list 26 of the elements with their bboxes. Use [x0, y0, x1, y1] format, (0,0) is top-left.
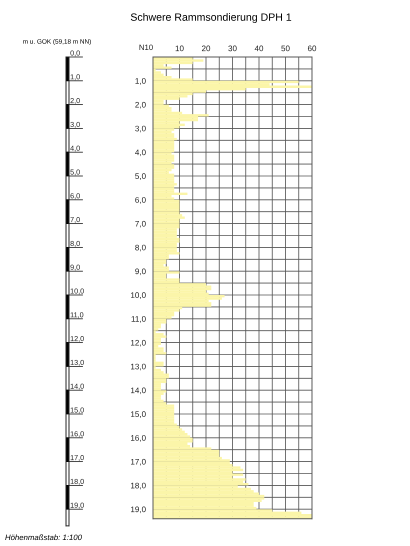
- y-tick-label: 7,0: [135, 220, 146, 228]
- y-tick-label: 16,0: [130, 435, 146, 442]
- x-tick-label: 30: [228, 46, 237, 52]
- y-tick-label: 17,0: [130, 458, 146, 466]
- y-tick-label: 2,0: [135, 102, 146, 109]
- y-tick-label: 1,0: [135, 78, 146, 85]
- x-tick-label: 10: [176, 46, 184, 52]
- y-tick-label: 10,0: [130, 292, 146, 299]
- y-tick-label: 8,0: [135, 244, 146, 252]
- y-tick-label: 18,0: [130, 482, 146, 490]
- y-tick-label: 15,0: [130, 411, 146, 418]
- y-tick-label: 6,0: [135, 197, 146, 204]
- y-tick-label: 5,0: [135, 173, 146, 180]
- y-tick-label: 11,0: [132, 316, 146, 323]
- x-tick-label: 50: [281, 46, 290, 52]
- chart-title: Schwere Rammsondierung DPH 1: [130, 13, 292, 23]
- x-tick-label: 60: [308, 46, 316, 52]
- y-tick-label: 3,0: [135, 126, 146, 132]
- y-tick-label: 13,0: [130, 364, 146, 370]
- y-tick-label: 19,0: [130, 506, 146, 514]
- y-tick-label: 4,0: [135, 149, 146, 156]
- y-tick-label: 9,0: [135, 268, 146, 276]
- x-tick-label: 40: [254, 46, 264, 52]
- y-tick-label: 12,0: [130, 340, 146, 347]
- x-tick-label: 20: [202, 46, 210, 52]
- y-tick-label: 14,0: [130, 387, 146, 394]
